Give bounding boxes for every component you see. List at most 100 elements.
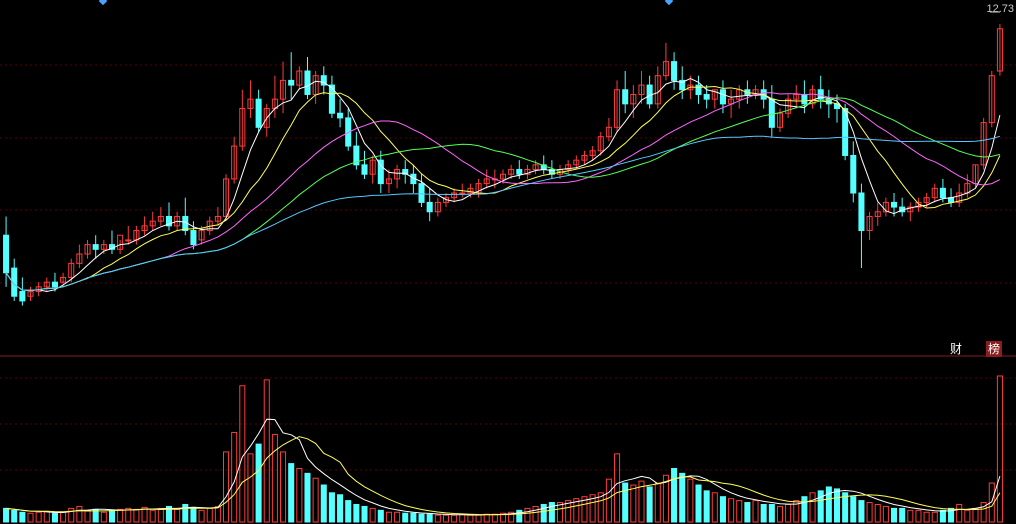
volume-bar-up — [581, 496, 588, 523]
candle-down — [703, 93, 710, 100]
volume-bar-up — [882, 505, 889, 523]
candle-up — [907, 206, 914, 213]
candle-up — [369, 159, 376, 175]
candle-up — [662, 61, 669, 77]
candle-down — [939, 187, 946, 199]
volume-bar-up — [915, 509, 922, 523]
volume-bar-down — [671, 467, 678, 523]
volume-bar-up — [638, 480, 645, 523]
candle-up — [776, 112, 784, 128]
volume-bar-up — [84, 509, 91, 523]
volume-bar-up — [508, 511, 515, 523]
volume-bar-up — [662, 474, 669, 523]
candle-up — [809, 89, 816, 105]
volume-bar-up — [100, 511, 107, 523]
volume-bar-down — [418, 513, 425, 523]
volume-bar-down — [328, 492, 335, 523]
volume-bar-up — [573, 498, 580, 523]
candle-up — [198, 230, 205, 241]
candle-up — [931, 187, 938, 199]
ma5-line — [5, 77, 1001, 293]
volume-bar-down — [190, 506, 197, 523]
candle-up — [117, 234, 124, 250]
candle-up — [385, 178, 392, 185]
volume-bar-up — [271, 433, 278, 523]
volume-bar-up — [434, 514, 441, 523]
candle-up — [263, 108, 270, 128]
candle-up — [222, 178, 230, 217]
volume-bar-down — [703, 490, 710, 523]
volume-bar-down — [679, 472, 686, 523]
candle-up — [239, 108, 246, 147]
volume-bar-down — [899, 507, 906, 523]
candle-down — [516, 169, 523, 175]
volume-bar-up — [956, 503, 963, 523]
candle-up — [597, 136, 604, 152]
candle-up — [988, 75, 995, 124]
volume-bar-down — [744, 502, 751, 523]
candle-up — [43, 281, 50, 288]
volume-panel — [3, 375, 1003, 523]
candlestick-panel — [3, 24, 1003, 306]
volume-bar-up — [605, 478, 612, 523]
volume-bar-down — [548, 502, 555, 523]
candle-down — [768, 98, 775, 128]
volume-bar-down — [842, 492, 849, 523]
volume-bar-up — [907, 509, 914, 523]
candle-up — [467, 187, 474, 194]
volume-bar-up — [385, 511, 392, 523]
volume-bar-down — [182, 503, 189, 523]
volume-bar-up — [597, 492, 604, 523]
volume-bar-down — [760, 503, 767, 523]
candle-up — [508, 169, 515, 175]
volume-bar-up — [728, 498, 735, 523]
volume-bar-up — [198, 509, 205, 523]
volume-bar-up — [174, 508, 181, 523]
candle-up — [923, 197, 930, 203]
candle-up — [980, 122, 987, 166]
volume-bar-down — [19, 511, 26, 523]
volume-bar-up — [972, 507, 979, 523]
finance-tag-button[interactable]: 财 — [949, 342, 962, 356]
volume-bar-up — [736, 500, 743, 523]
candle-up — [573, 159, 580, 166]
candle-down — [51, 281, 58, 288]
volume-bar-down — [255, 443, 262, 523]
candle-up — [638, 84, 645, 95]
volume-bar-down — [165, 505, 173, 523]
candle-up — [532, 164, 539, 171]
candle-down — [190, 230, 197, 246]
candle-down — [320, 75, 327, 86]
candle-down — [3, 234, 10, 274]
candle-up — [68, 262, 75, 278]
candle-up — [76, 253, 83, 264]
candle-up — [157, 215, 164, 222]
candle-down — [695, 84, 702, 95]
volume-bar-up — [451, 514, 458, 523]
volume-bar-up — [35, 511, 42, 523]
moving-average-lines — [5, 77, 1001, 293]
volume-bar-down — [304, 472, 311, 523]
volume-bar-up — [459, 513, 466, 523]
candle-down — [92, 244, 99, 250]
volume-bar-down — [51, 512, 58, 523]
volume-bar-down — [719, 496, 726, 523]
volume-bar-down — [426, 513, 433, 523]
candle-up — [866, 215, 873, 232]
volume-bar-up — [785, 503, 792, 523]
candle-up — [149, 220, 156, 227]
volume-bar-down — [948, 507, 955, 523]
volume-bar-up — [923, 511, 930, 523]
candle-down — [671, 61, 678, 81]
candle-down — [948, 197, 955, 203]
volume-bar-up — [157, 507, 164, 523]
candle-up — [483, 178, 490, 185]
candle-down — [418, 183, 425, 203]
volume-bar-up — [809, 492, 816, 523]
candle-up — [589, 150, 596, 156]
volume-bar-up — [931, 511, 938, 523]
candle-up — [100, 244, 107, 250]
ranking-tag-button[interactable]: 榜 — [986, 341, 1002, 357]
candle-up — [565, 164, 572, 171]
last-price-label: 12.73 — [986, 3, 1014, 15]
